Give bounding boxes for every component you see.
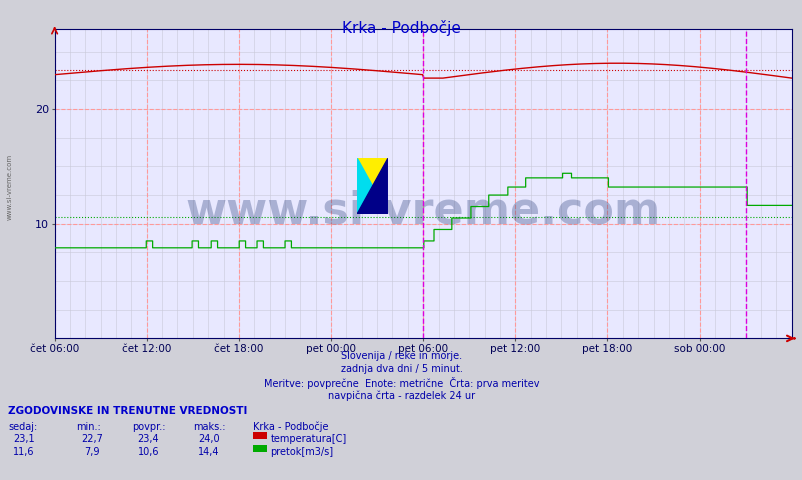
Text: Krka - Podbočje: Krka - Podbočje: [253, 422, 328, 432]
Text: 14,4: 14,4: [198, 447, 219, 457]
Text: zadnja dva dni / 5 minut.: zadnja dva dni / 5 minut.: [340, 364, 462, 374]
Text: min.:: min.:: [76, 422, 101, 432]
Text: www.si-vreme.com: www.si-vreme.com: [185, 190, 660, 233]
Text: Krka - Podbočje: Krka - Podbočje: [342, 20, 460, 36]
Text: 10,6: 10,6: [138, 447, 159, 457]
Text: www.si-vreme.com: www.si-vreme.com: [6, 154, 13, 220]
Text: 23,4: 23,4: [138, 434, 159, 444]
Text: navpična črta - razdelek 24 ur: navpična črta - razdelek 24 ur: [327, 390, 475, 401]
Text: 11,6: 11,6: [14, 447, 34, 457]
Text: 23,1: 23,1: [14, 434, 34, 444]
Text: ZGODOVINSKE IN TRENUTNE VREDNOSTI: ZGODOVINSKE IN TRENUTNE VREDNOSTI: [8, 406, 247, 416]
Polygon shape: [357, 158, 387, 214]
Text: pretok[m3/s]: pretok[m3/s]: [270, 447, 334, 457]
Text: temperatura[C]: temperatura[C]: [270, 434, 346, 444]
Text: povpr.:: povpr.:: [132, 422, 166, 432]
Polygon shape: [357, 158, 387, 214]
Text: Slovenija / reke in morje.: Slovenija / reke in morje.: [341, 351, 461, 361]
Polygon shape: [357, 158, 387, 214]
Text: Meritve: povprečne  Enote: metrične  Črta: prva meritev: Meritve: povprečne Enote: metrične Črta:…: [263, 377, 539, 389]
Text: 22,7: 22,7: [81, 434, 103, 444]
Text: 24,0: 24,0: [198, 434, 219, 444]
Text: 7,9: 7,9: [84, 447, 100, 457]
Text: sedaj:: sedaj:: [8, 422, 37, 432]
Text: maks.:: maks.:: [192, 422, 225, 432]
